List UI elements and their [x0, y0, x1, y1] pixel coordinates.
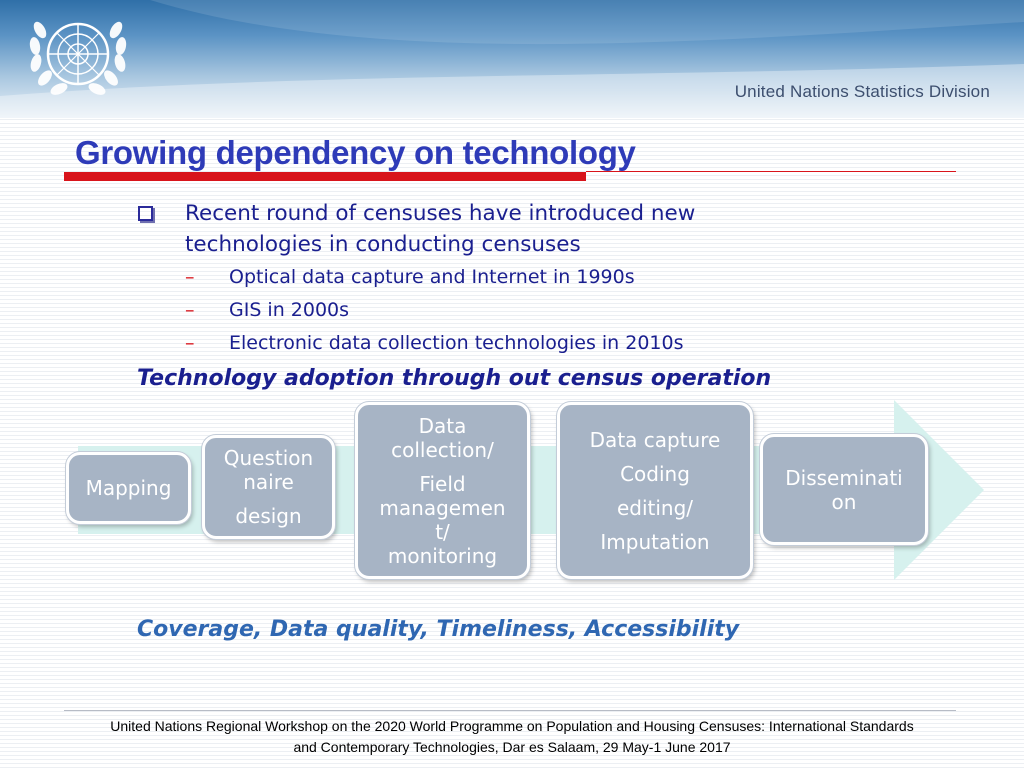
stage-line: Imputation: [600, 529, 710, 554]
adoption-heading: Technology adoption through out census o…: [137, 366, 772, 391]
dash-bullet: –: [185, 266, 195, 288]
footer-line-2: and Contemporary Technologies, Dar es Sa…: [293, 739, 731, 755]
un-emblem-icon: [29, 21, 127, 95]
process-arrow-icon: [78, 400, 984, 580]
stage-dissemination: Disseminati on: [760, 434, 928, 545]
footer: United Nations Regional Workshop on the …: [40, 716, 984, 758]
stage-mapping-label: Mapping: [85, 476, 172, 500]
stage-line: monitoring: [387, 543, 498, 568]
slide-title: Growing dependency on technology: [75, 134, 636, 171]
stage-line: collection/: [391, 437, 494, 462]
stage-line: editing/: [616, 495, 694, 520]
stage-line: naire: [243, 470, 294, 494]
stage-mapping: Mapping: [66, 452, 191, 524]
footer-line-1: United Nations Regional Workshop on the …: [110, 718, 914, 734]
stage-questionnaire: Question naire design: [202, 435, 335, 539]
header-swoosh: [0, 0, 1024, 118]
main-bullet-text: Recent round of censuses have introduced…: [185, 201, 696, 257]
division-name: United Nations Statistics Division: [734, 82, 990, 101]
stage-line: design: [235, 504, 302, 528]
title-underline: [64, 172, 586, 181]
sub-item-text: Optical data capture and Internet in 199…: [229, 266, 635, 288]
dash-bullet: –: [185, 299, 195, 321]
stage-line: on: [831, 489, 857, 514]
header-band: United Nations Statistics Division: [0, 0, 1024, 118]
checkbox-bullet-icon: [138, 206, 153, 221]
dash-bullet: –: [185, 332, 195, 354]
stage-line: Data: [418, 413, 467, 438]
sub-item-text: Electronic data collection technologies …: [229, 332, 684, 354]
coverage-heading: Coverage, Data quality, Timeliness, Acce…: [137, 617, 740, 642]
stage-line: Field: [419, 471, 466, 496]
stage-line: Question: [223, 446, 314, 470]
stage-line: t/: [435, 519, 450, 544]
stage-line: Disseminati: [785, 465, 903, 490]
stage-data-collection: Data collection/ Field managemen t/ moni…: [355, 402, 530, 579]
stage-line: Data capture: [589, 427, 721, 452]
title-rule: [586, 171, 956, 172]
footer-divider: [64, 710, 956, 711]
stage-line: managemen: [379, 495, 506, 520]
stage-data-capture: Data capture Coding editing/ Imputation: [557, 402, 753, 579]
stage-line: Coding: [620, 461, 690, 486]
sub-item-text: GIS in 2000s: [229, 299, 350, 321]
